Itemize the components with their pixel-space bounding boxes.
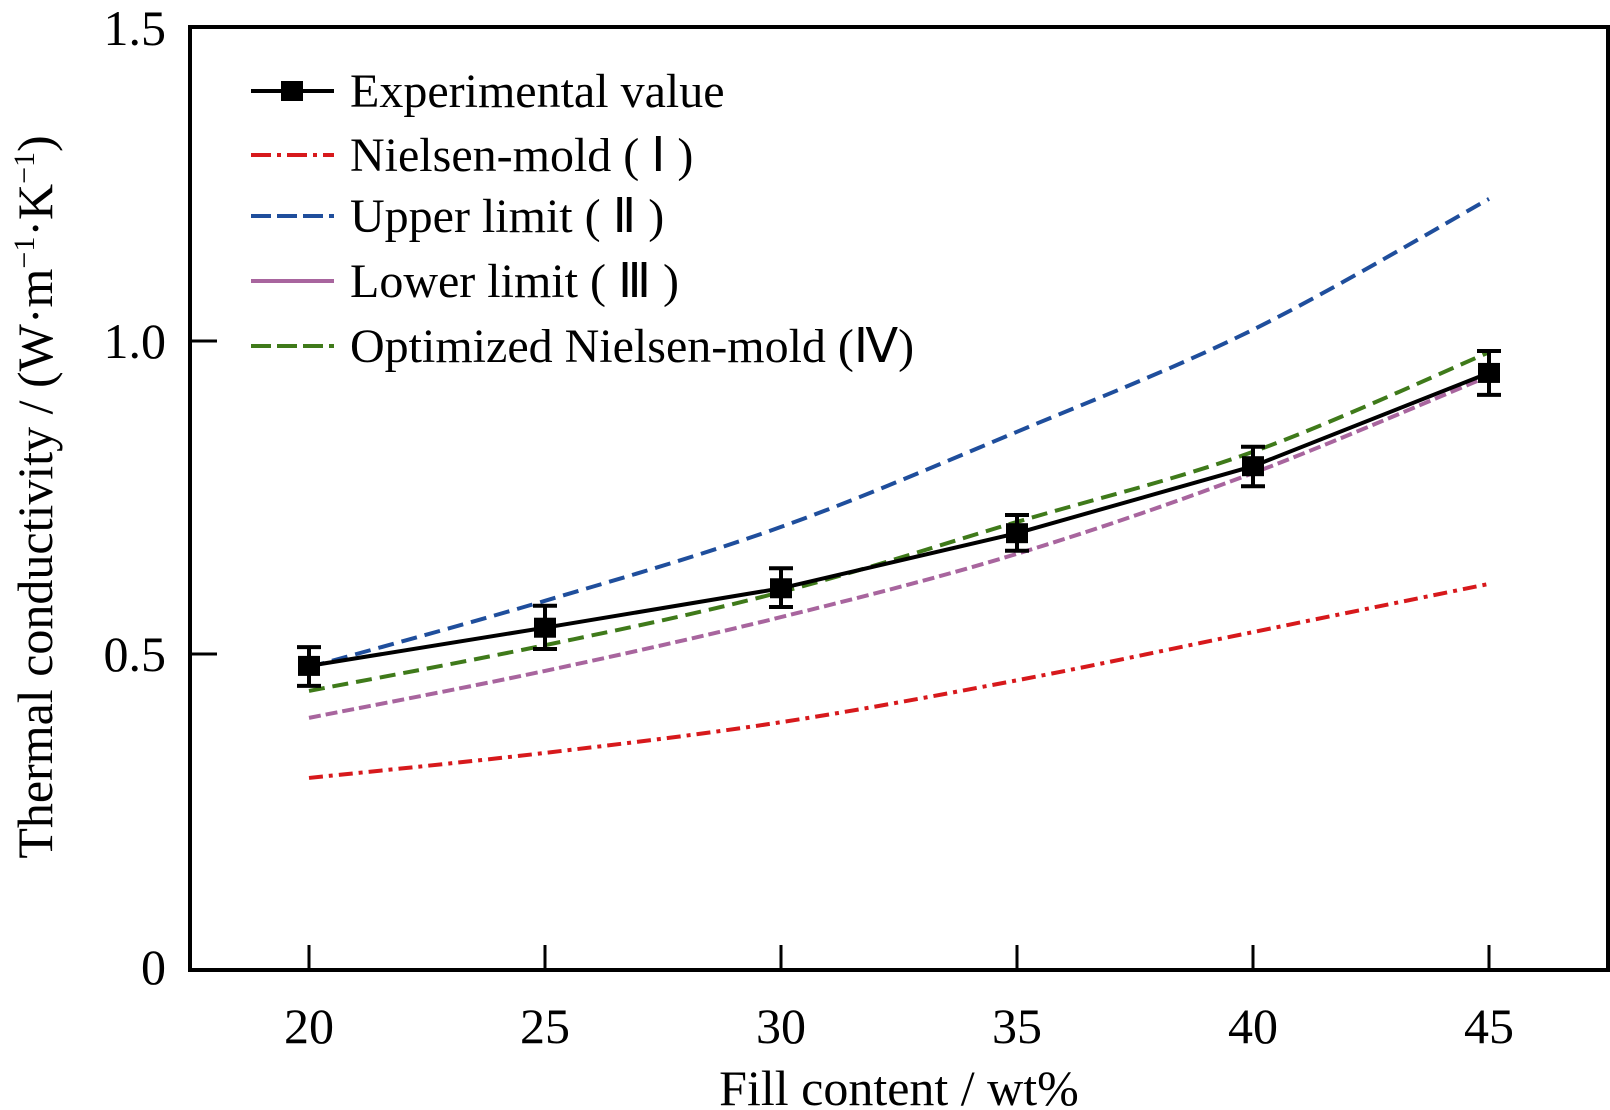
legend-label: Nielsen-mold ( Ⅰ ) bbox=[350, 129, 693, 182]
x-tick-label: 45 bbox=[1464, 998, 1514, 1054]
series-line bbox=[308, 350, 1490, 693]
series-layer bbox=[297, 197, 1501, 780]
data-point-marker bbox=[1478, 362, 1500, 383]
data-point-marker bbox=[1242, 456, 1264, 477]
x-tick-label: 35 bbox=[992, 998, 1042, 1054]
series-upper-limit bbox=[308, 197, 1490, 670]
data-point-marker bbox=[534, 617, 556, 638]
y-axis-title: Thermal conductivity / (W·m−1·K−1) bbox=[7, 135, 63, 858]
x-axis-title: Fill content / wt% bbox=[719, 1060, 1079, 1110]
legend: Experimental value Nielsen-mold ( Ⅰ ) Uppe… bbox=[251, 65, 914, 373]
series-line bbox=[308, 581, 1490, 780]
series-lower-limit bbox=[308, 374, 1490, 720]
legend-item: Lower limit ( Ⅲ ) bbox=[251, 255, 679, 308]
legend-label: Lower limit ( Ⅲ ) bbox=[350, 255, 679, 308]
y-axis-title-sup2: −1 bbox=[8, 152, 41, 184]
x-axis: 20 25 30 35 40 45 bbox=[190, 945, 1608, 1054]
data-point-marker bbox=[298, 655, 320, 676]
x-tick-label: 30 bbox=[756, 998, 806, 1054]
y-axis: 0 0.5 1.0 1.5 bbox=[104, 0, 217, 995]
y-tick-label: 1.5 bbox=[104, 0, 167, 56]
x-tick-label: 40 bbox=[1228, 998, 1278, 1054]
y-tick-label: 0.5 bbox=[104, 626, 167, 682]
series-optimized-nielsen-mold bbox=[308, 350, 1490, 693]
legend-marker bbox=[281, 81, 303, 101]
legend-label: Experimental value bbox=[350, 65, 725, 118]
legend-label: Upper limit ( Ⅱ ) bbox=[350, 190, 664, 243]
x-tick-label: 25 bbox=[520, 998, 570, 1054]
data-point-marker bbox=[770, 578, 792, 599]
legend-item: Upper limit ( Ⅱ ) bbox=[251, 190, 664, 243]
y-tick-label: 0 bbox=[141, 939, 166, 995]
legend-label: Optimized Nielsen-mold (Ⅳ) bbox=[350, 320, 914, 373]
x-tick-label: 20 bbox=[284, 998, 334, 1054]
legend-item: Optimized Nielsen-mold (Ⅳ) bbox=[251, 320, 914, 373]
y-axis-title-sup1: −1 bbox=[8, 237, 41, 269]
y-axis-title-prefix: Thermal conductivity / (W·m bbox=[7, 268, 63, 858]
legend-item: Nielsen-mold ( Ⅰ ) bbox=[251, 129, 693, 182]
series-line bbox=[308, 197, 1490, 670]
series-line bbox=[308, 371, 1490, 668]
y-axis-title-suffix: ) bbox=[7, 135, 63, 152]
series-line bbox=[308, 374, 1490, 720]
series-experimental-value bbox=[297, 349, 1501, 688]
data-point-marker bbox=[1006, 523, 1028, 544]
y-axis-title-mid: ·K bbox=[7, 184, 63, 237]
legend-item: Experimental value bbox=[251, 65, 725, 118]
series-nielsen-mold bbox=[308, 581, 1490, 780]
y-tick-label: 1.0 bbox=[104, 313, 167, 369]
